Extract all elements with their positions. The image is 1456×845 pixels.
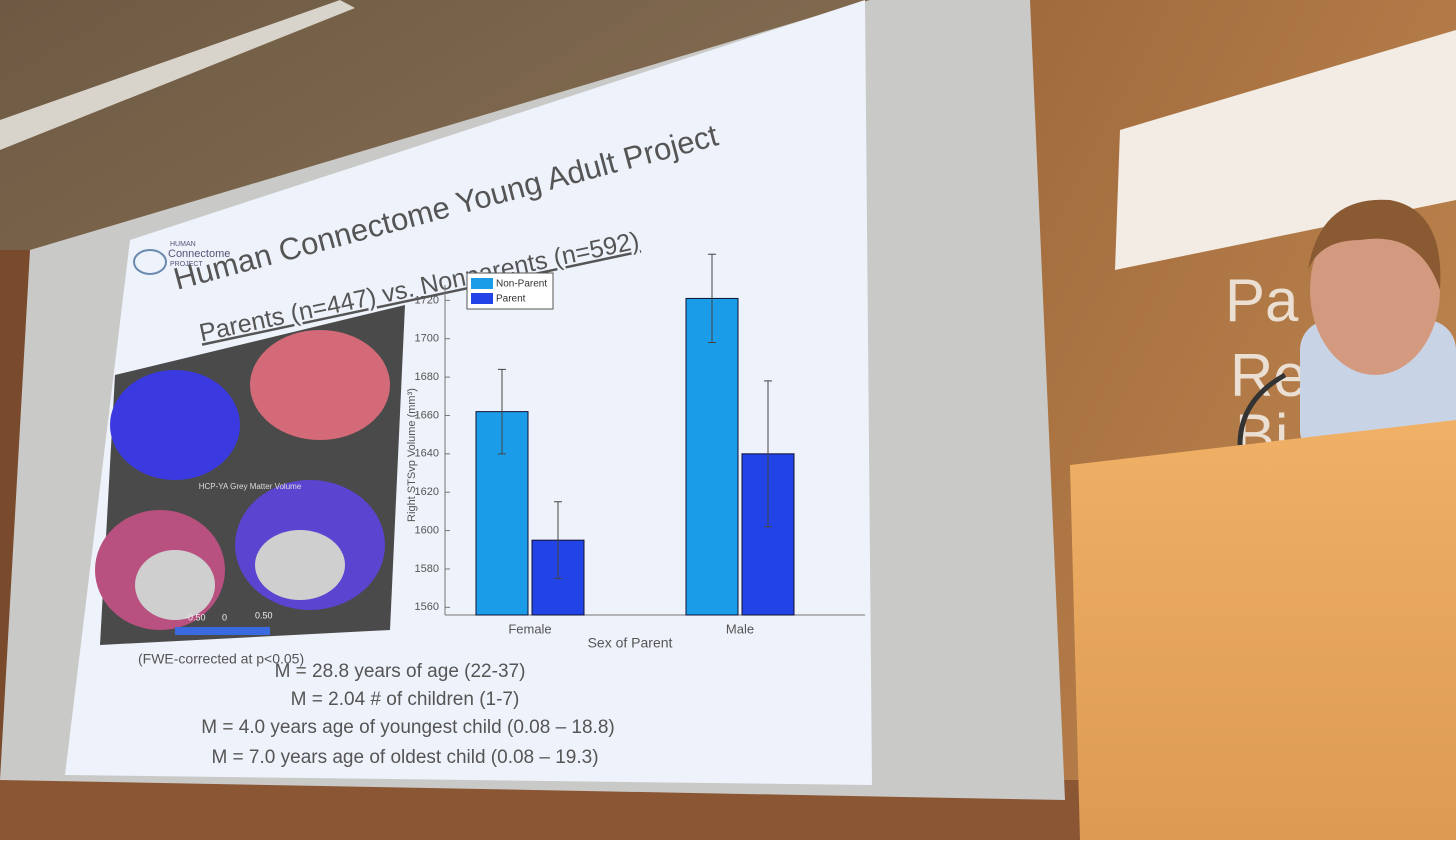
- stat-line: M = 28.8 years of age (22-37): [275, 661, 526, 682]
- legend-swatch: [471, 278, 493, 289]
- logo-icon: [133, 249, 167, 275]
- x-tick-label: Male: [726, 621, 754, 636]
- stat-line: M = 4.0 years age of youngest child (0.0…: [201, 717, 615, 738]
- y-tick-label: 1600: [415, 524, 439, 536]
- microphone: [1237, 372, 1287, 446]
- error-bar: [764, 380, 772, 528]
- brain-map: [110, 370, 240, 480]
- y-axis-label: Right STSvp Volume (mm³): [406, 388, 418, 522]
- y-tick-label: 1720: [415, 294, 439, 306]
- error-bar: [554, 501, 562, 580]
- sign-text: Re: [1230, 342, 1307, 409]
- legend-label: Parent: [496, 294, 526, 305]
- sign-text: Pa: [1225, 267, 1299, 334]
- brain-midline: [135, 550, 215, 620]
- y-tick-label: 1560: [415, 601, 439, 613]
- ceiling-light-strip: [0, 0, 355, 150]
- legend-swatch: [471, 293, 493, 304]
- x-axis-label: Sex of Parent: [588, 635, 673, 651]
- colorbar: [175, 627, 270, 635]
- speaker-hair: [1308, 199, 1441, 290]
- y-tick-label: 1580: [415, 563, 439, 575]
- error-bar: [708, 253, 716, 344]
- bar-chart: Sex of Parent Right STSvp Volume (mm³) 1…: [406, 253, 865, 651]
- y-tick-label: 1640: [415, 448, 439, 460]
- logo-text: HUMAN: [170, 241, 196, 248]
- logo-text: PROJECT: [170, 261, 203, 268]
- figure-caption: HCP-YA Grey Matter Volume: [199, 482, 302, 491]
- colorbar-label: 0.50: [255, 610, 273, 620]
- colorbar-label: -0.50: [185, 612, 206, 622]
- footnote: (FWE-corrected at p<0.05): [138, 651, 304, 667]
- colorbar-label: 0: [222, 612, 227, 622]
- stat-line: M = 2.04 # of children (1-7): [291, 689, 520, 710]
- brain-midline: [255, 530, 345, 600]
- y-tick-label: 1700: [415, 333, 439, 345]
- y-tick-label: 1620: [415, 486, 439, 498]
- bar: [685, 297, 739, 616]
- speaker-head: [1310, 205, 1440, 375]
- error-bar: [498, 368, 506, 455]
- brain-map: [250, 330, 390, 440]
- y-tick-label: 1680: [415, 371, 439, 383]
- logo-text: Connectome: [168, 248, 230, 260]
- y-tick-label: 1660: [415, 409, 439, 421]
- legend-label: Non-Parent: [496, 279, 547, 290]
- x-tick-label: Female: [508, 621, 551, 636]
- stat-line: M = 7.0 years age of oldest child (0.08 …: [211, 747, 598, 768]
- podium: [1070, 420, 1456, 840]
